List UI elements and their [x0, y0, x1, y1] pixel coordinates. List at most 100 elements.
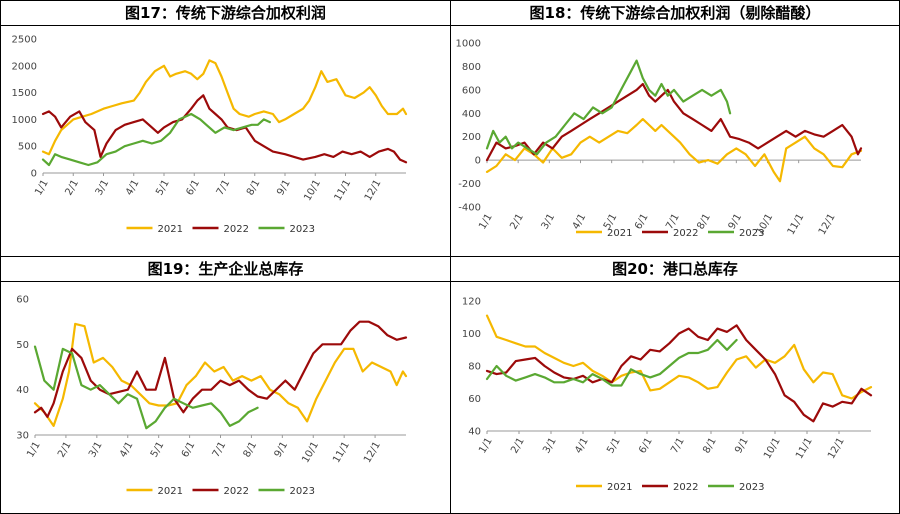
x-tick-label: 11/1 — [333, 178, 354, 203]
x-tick-label: 1/1 — [477, 212, 495, 231]
y-tick-label: 120 — [462, 297, 481, 308]
x-tick-label: 12/1 — [817, 212, 838, 237]
x-tick-label: 11/1 — [331, 440, 352, 465]
x-tick-label: 2/1 — [56, 440, 74, 459]
x-tick-label: 1/1 — [477, 436, 495, 455]
x-tick-label: 6/1 — [637, 436, 655, 455]
x-tick-label: 7/1 — [215, 178, 233, 197]
x-tick-label: 3/1 — [541, 436, 559, 455]
legend-label-2021: 2021 — [158, 486, 183, 497]
y-tick-label: 200 — [462, 132, 481, 143]
series-line-2022 — [41, 94, 408, 164]
series-line-2023 — [41, 112, 271, 167]
y-tick-label: 80 — [468, 362, 481, 373]
chart-title-fig19: 图19：生产企业总库存 — [1, 257, 450, 282]
x-tick-label: 5/1 — [154, 178, 172, 197]
x-tick-label: 1/1 — [33, 178, 51, 197]
x-tick-label: 3/1 — [540, 212, 558, 231]
x-tick-label: 11/1 — [786, 212, 807, 237]
chart-title-fig18: 图18：传统下游综合加权利润（剔除醋酸） — [451, 1, 899, 26]
y-tick-label: 0 — [475, 156, 481, 167]
x-tick-label: 3/1 — [94, 178, 112, 197]
chart-svg: 0 500 1000 1500 2000 2500 1/1 2/1 3/1 4/1 5/1 6/1 7/… — [12, 35, 408, 235]
y-tick-label: 60 — [16, 295, 29, 306]
legend-label-2022: 2022 — [224, 486, 249, 497]
legend-label-2023: 2023 — [739, 228, 764, 239]
y-tick-label: -400 — [458, 203, 481, 214]
x-tick-label: 6/1 — [180, 440, 198, 459]
legend-label-2022: 2022 — [224, 224, 249, 235]
y-tick-label: 30 — [16, 431, 29, 442]
y-tick-label: 60 — [468, 394, 481, 405]
x-tick-label: 7/1 — [669, 436, 687, 455]
x-tick-label: 4/1 — [124, 178, 142, 197]
legend-label-2022: 2022 — [673, 482, 698, 493]
x-tick-label: 5/1 — [149, 440, 167, 459]
series-line-2021 — [485, 314, 873, 400]
y-tick-label: 400 — [462, 109, 481, 120]
y-tick-label: 500 — [18, 142, 37, 153]
x-tick-label: 2/1 — [509, 436, 527, 455]
y-tick-label: -200 — [458, 179, 481, 190]
x-tick-label: 12/1 — [363, 178, 384, 203]
series-line-2023 — [485, 338, 738, 387]
x-tick-label: 9/1 — [733, 436, 751, 455]
x-tick-label: 6/1 — [184, 178, 202, 197]
legend-label-2023: 2023 — [290, 486, 315, 497]
x-tick-label: 2/1 — [508, 212, 526, 231]
x-tick-label: 3/1 — [87, 440, 105, 459]
y-tick-label: 50 — [16, 340, 29, 351]
legend-label-2021: 2021 — [158, 224, 183, 235]
series-line-2022 — [485, 324, 873, 423]
x-tick-label: 4/1 — [118, 440, 136, 459]
x-tick-label: 2/1 — [63, 178, 81, 197]
y-tick-label: 1500 — [12, 88, 37, 99]
x-tick-label: 11/1 — [794, 436, 815, 461]
series-line-2021 — [41, 59, 408, 156]
y-tick-label: 2000 — [12, 61, 37, 72]
series-line-2023 — [485, 59, 732, 156]
x-tick-label: 10/1 — [762, 436, 783, 461]
chart-svg: 40 60 80 100 120 1/1 2/1 3/1 4/1 5/1 6/1 7/1 8/1 9/1 1… — [462, 297, 873, 493]
series-line-2021 — [33, 322, 408, 427]
y-tick-label: 600 — [462, 85, 481, 96]
y-tick-label: 40 — [16, 385, 29, 396]
legend-label-2022: 2022 — [673, 228, 698, 239]
x-tick-label: 8/1 — [245, 178, 263, 197]
x-tick-label: 10/1 — [300, 440, 321, 465]
legend-label-2023: 2023 — [290, 224, 315, 235]
y-tick-label: 800 — [462, 62, 481, 73]
chart-panel-fig19: 图19：生产企业总库存 30 40 50 60 1/1 2/1 3/1 4/1 5/1 6/1 7/… — [0, 256, 451, 514]
y-tick-label: 0 — [31, 169, 37, 180]
legend-label-2021: 2021 — [607, 228, 632, 239]
y-tick-label: 100 — [462, 329, 481, 340]
legend-label-2021: 2021 — [607, 482, 632, 493]
series-line-2022 — [33, 320, 408, 418]
x-tick-label: 9/1 — [273, 440, 291, 459]
chart-panel-fig18: 图18：传统下游综合加权利润（剔除醋酸） -400 -200 0 200 400 600 8… — [450, 0, 900, 257]
x-tick-label: 7/1 — [211, 440, 229, 459]
x-tick-label: 5/1 — [605, 436, 623, 455]
x-tick-label: 4/1 — [573, 436, 591, 455]
x-tick-label: 4/1 — [571, 212, 589, 231]
x-tick-label: 6/1 — [633, 212, 651, 231]
y-tick-label: 1000 — [12, 115, 37, 126]
chart-panel-fig17: 图17：传统下游综合加权利润 0 500 1000 1500 2000 2500 1/1 2/… — [0, 0, 451, 257]
chart-title-fig20: 图20：港口总库存 — [451, 257, 899, 282]
x-tick-label: 8/1 — [242, 440, 260, 459]
x-tick-label: 12/1 — [826, 436, 847, 461]
x-tick-label: 8/1 — [701, 436, 719, 455]
y-tick-label: 40 — [468, 427, 481, 438]
series-line-2023 — [33, 345, 259, 430]
series-line-2021 — [485, 117, 863, 183]
chart-title-fig17: 图17：传统下游综合加权利润 — [1, 1, 450, 26]
y-tick-label: 2500 — [12, 35, 37, 46]
x-tick-label: 1/1 — [25, 440, 43, 459]
legend-label-2023: 2023 — [739, 482, 764, 493]
y-tick-label: 1000 — [456, 39, 481, 50]
x-tick-label: 12/1 — [362, 440, 383, 465]
series-line-2022 — [485, 82, 863, 162]
x-tick-label: 10/1 — [302, 178, 323, 203]
